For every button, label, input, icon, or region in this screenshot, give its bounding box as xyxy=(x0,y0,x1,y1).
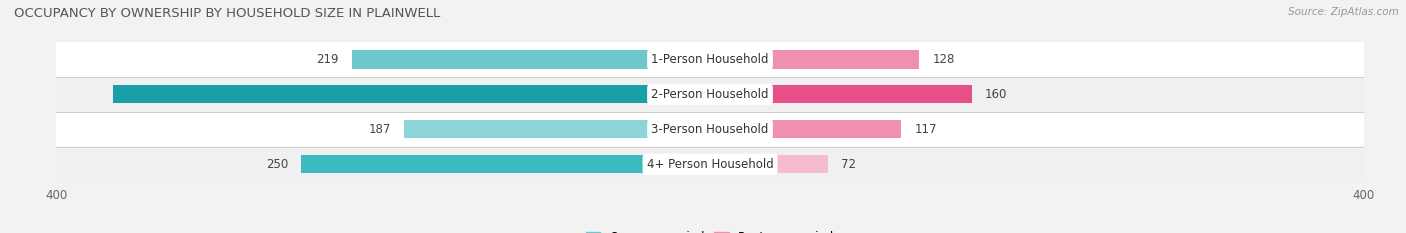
Text: 128: 128 xyxy=(932,53,955,66)
Text: 160: 160 xyxy=(984,88,1007,101)
Text: 1-Person Household: 1-Person Household xyxy=(651,53,769,66)
Bar xyxy=(56,77,1364,112)
Text: 3-Person Household: 3-Person Household xyxy=(651,123,769,136)
Legend: Owner-occupied, Renter-occupied: Owner-occupied, Renter-occupied xyxy=(581,226,839,233)
Bar xyxy=(114,85,710,103)
Text: 117: 117 xyxy=(914,123,936,136)
Bar xyxy=(710,120,901,138)
Text: 2-Person Household: 2-Person Household xyxy=(651,88,769,101)
Bar xyxy=(352,50,710,69)
Bar xyxy=(301,155,710,173)
Text: 365: 365 xyxy=(661,88,686,101)
Bar xyxy=(710,85,972,103)
Text: 72: 72 xyxy=(841,158,856,171)
Bar xyxy=(710,50,920,69)
Bar xyxy=(56,42,1364,77)
Text: Source: ZipAtlas.com: Source: ZipAtlas.com xyxy=(1288,7,1399,17)
Text: 4+ Person Household: 4+ Person Household xyxy=(647,158,773,171)
Bar xyxy=(710,155,828,173)
Text: 250: 250 xyxy=(266,158,288,171)
Bar xyxy=(56,112,1364,147)
Text: 187: 187 xyxy=(368,123,391,136)
Text: 219: 219 xyxy=(316,53,339,66)
Bar xyxy=(56,147,1364,182)
Bar xyxy=(405,120,710,138)
Text: OCCUPANCY BY OWNERSHIP BY HOUSEHOLD SIZE IN PLAINWELL: OCCUPANCY BY OWNERSHIP BY HOUSEHOLD SIZE… xyxy=(14,7,440,20)
